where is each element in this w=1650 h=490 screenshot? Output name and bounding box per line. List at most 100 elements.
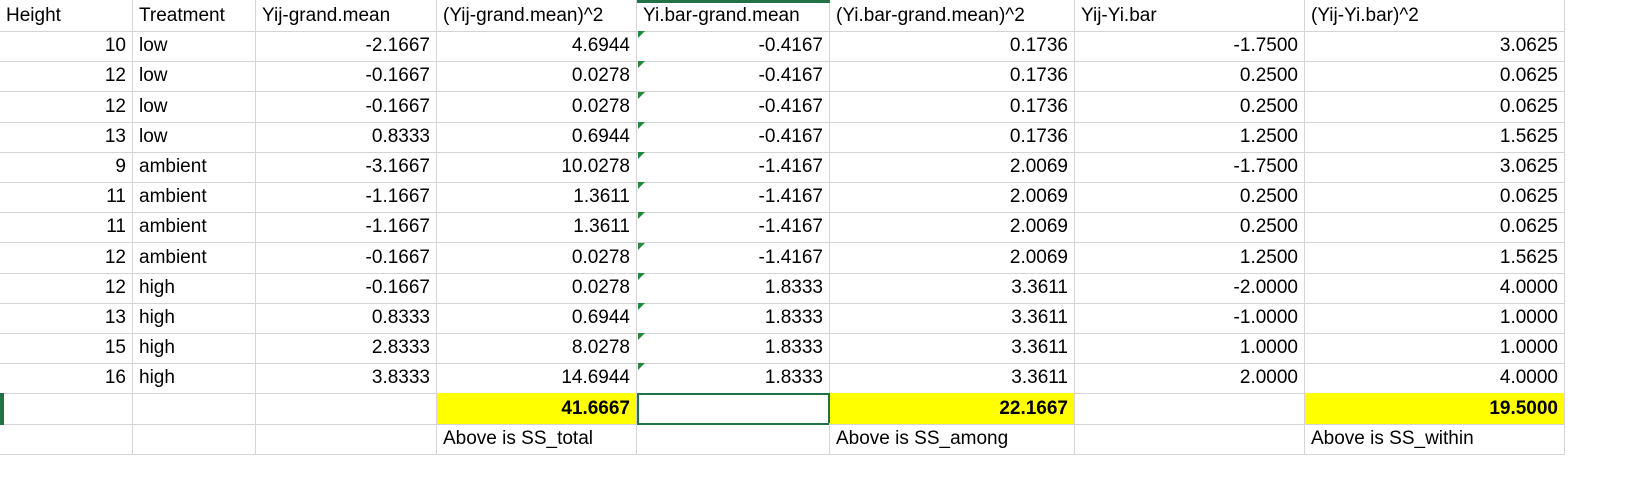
cell-yij-yibar-sq[interactable]: 4.0000 [1305, 362, 1565, 394]
cell-yibar-grand-mean[interactable]: 1.8333 [637, 302, 830, 334]
cell-yij-yibar-sq[interactable]: 0.0625 [1305, 60, 1565, 92]
cell-treatment[interactable]: ambient [133, 181, 256, 213]
cell-yij-yibar-sq[interactable]: 1.5625 [1305, 242, 1565, 274]
cell-treatment[interactable]: high [133, 362, 256, 394]
cell-yij-grand-mean[interactable]: -2.1667 [256, 30, 437, 62]
cell-height[interactable]: 12 [0, 242, 133, 274]
cell-yij-grand-mean-sq[interactable]: 10.0278 [437, 151, 637, 183]
cell-yibar-grand-mean-sq[interactable]: 0.1736 [830, 121, 1075, 153]
cell-yibar-grand-mean-sq[interactable]: 0.1736 [830, 60, 1075, 92]
cell-treatment[interactable]: high [133, 332, 256, 364]
cell-yibar-grand-mean-sq[interactable]: 3.3611 [830, 332, 1075, 364]
cell-yij-grand-mean[interactable]: 0.8333 [256, 302, 437, 334]
cell-yij-grand-mean-sq[interactable]: 0.6944 [437, 302, 637, 334]
cell-yibar-grand-mean-sq[interactable]: 3.3611 [830, 302, 1075, 334]
cell-height[interactable]: 13 [0, 121, 133, 153]
cell-height[interactable]: 12 [0, 60, 133, 92]
cell-yij-grand-mean-sq[interactable]: 14.6944 [437, 362, 637, 394]
cell-yij-grand-mean-sq[interactable]: 0.6944 [437, 121, 637, 153]
cell-yij-grand-mean[interactable]: -1.1667 [256, 181, 437, 213]
total-cell-yibar-grand-mean-sq[interactable]: 22.1667 [830, 393, 1075, 425]
cell-yij-grand-mean[interactable]: 0.8333 [256, 121, 437, 153]
cell-yij-grand-mean[interactable]: 3.8333 [256, 362, 437, 394]
cell-yibar-grand-mean[interactable]: -1.4167 [637, 211, 830, 243]
total-cell-yij-yibar-sq[interactable]: 19.5000 [1305, 393, 1565, 425]
cell-yij-yibar-sq[interactable]: 1.5625 [1305, 121, 1565, 153]
cell-yij-yibar[interactable]: -1.7500 [1075, 30, 1305, 62]
cell-yij-yibar[interactable]: 2.0000 [1075, 362, 1305, 394]
header-cell-yij-grand-mean-sq[interactable]: (Yij-grand.mean)^2 [437, 0, 637, 32]
cell-yibar-grand-mean-sq[interactable]: 3.3611 [830, 362, 1075, 394]
note-cell-treatment[interactable] [133, 423, 256, 455]
cell-treatment[interactable]: low [133, 91, 256, 123]
cell-yij-grand-mean-sq[interactable]: 8.0278 [437, 332, 637, 364]
cell-yij-grand-mean[interactable]: -0.1667 [256, 60, 437, 92]
cell-yij-grand-mean[interactable]: -0.1667 [256, 242, 437, 274]
selected-cell[interactable] [637, 393, 830, 425]
cell-yij-yibar[interactable]: 1.2500 [1075, 121, 1305, 153]
cell-yij-yibar-sq[interactable]: 0.0625 [1305, 181, 1565, 213]
cell-yij-grand-mean[interactable]: 2.8333 [256, 332, 437, 364]
cell-yibar-grand-mean[interactable]: -1.4167 [637, 151, 830, 183]
cell-treatment[interactable]: low [133, 121, 256, 153]
cell-yibar-grand-mean-sq[interactable]: 0.1736 [830, 30, 1075, 62]
cell-yij-yibar-sq[interactable]: 0.0625 [1305, 91, 1565, 123]
cell-yij-grand-mean-sq[interactable]: 4.6944 [437, 30, 637, 62]
cell-yij-yibar[interactable]: -1.7500 [1075, 151, 1305, 183]
cell-yij-yibar-sq[interactable]: 1.0000 [1305, 302, 1565, 334]
header-cell-yij-yibar[interactable]: Yij-Yi.bar [1075, 0, 1305, 32]
cell-treatment[interactable]: high [133, 302, 256, 334]
cell-yij-yibar-sq[interactable]: 4.0000 [1305, 272, 1565, 304]
cell-height[interactable]: 10 [0, 30, 133, 62]
header-cell-yibar-grand-mean-sq[interactable]: (Yi.bar-grand.mean)^2 [830, 0, 1075, 32]
cell-yij-yibar[interactable]: 0.2500 [1075, 91, 1305, 123]
cell-yij-grand-mean[interactable]: -0.1667 [256, 272, 437, 304]
header-cell-yij-grand-mean[interactable]: Yij-grand.mean [256, 0, 437, 32]
cell-treatment[interactable]: low [133, 30, 256, 62]
cell-yij-yibar[interactable]: -1.0000 [1075, 302, 1305, 334]
note-cell-yibar-grand-mean[interactable] [637, 423, 830, 455]
cell-height[interactable]: 12 [0, 272, 133, 304]
cell-yibar-grand-mean[interactable]: 1.8333 [637, 272, 830, 304]
cell-height[interactable]: 16 [0, 362, 133, 394]
total-cell-height[interactable] [0, 393, 133, 425]
note-cell-yij-yibar-sq[interactable]: Above is SS_within [1305, 423, 1565, 455]
cell-height[interactable]: 13 [0, 302, 133, 334]
cell-yij-grand-mean-sq[interactable]: 0.0278 [437, 91, 637, 123]
cell-yij-yibar[interactable]: 0.2500 [1075, 60, 1305, 92]
note-cell-height[interactable] [0, 423, 133, 455]
cell-yibar-grand-mean[interactable]: -1.4167 [637, 242, 830, 274]
cell-treatment[interactable]: low [133, 60, 256, 92]
cell-yij-grand-mean[interactable]: -0.1667 [256, 91, 437, 123]
cell-yij-grand-mean-sq[interactable]: 0.0278 [437, 272, 637, 304]
header-cell-height[interactable]: Height [0, 0, 133, 32]
cell-yij-yibar-sq[interactable]: 3.0625 [1305, 30, 1565, 62]
cell-yibar-grand-mean-sq[interactable]: 2.0069 [830, 211, 1075, 243]
cell-yibar-grand-mean[interactable]: -0.4167 [637, 121, 830, 153]
header-cell-treatment[interactable]: Treatment [133, 0, 256, 32]
cell-height[interactable]: 15 [0, 332, 133, 364]
cell-yij-yibar-sq[interactable]: 3.0625 [1305, 151, 1565, 183]
cell-treatment[interactable]: ambient [133, 211, 256, 243]
cell-yibar-grand-mean-sq[interactable]: 2.0069 [830, 242, 1075, 274]
header-cell-yibar-grand-mean[interactable]: Yi.bar-grand.mean [637, 0, 830, 32]
cell-height[interactable]: 9 [0, 151, 133, 183]
cell-height[interactable]: 11 [0, 181, 133, 213]
cell-yij-yibar[interactable]: -2.0000 [1075, 272, 1305, 304]
note-cell-yibar-grand-mean-sq[interactable]: Above is SS_among [830, 423, 1075, 455]
cell-treatment[interactable]: ambient [133, 242, 256, 274]
header-cell-yij-yibar-sq[interactable]: (Yij-Yi.bar)^2 [1305, 0, 1565, 32]
cell-treatment[interactable]: ambient [133, 151, 256, 183]
cell-yibar-grand-mean[interactable]: 1.8333 [637, 332, 830, 364]
cell-yij-yibar[interactable]: 1.2500 [1075, 242, 1305, 274]
cell-yij-grand-mean[interactable]: -3.1667 [256, 151, 437, 183]
cell-yibar-grand-mean[interactable]: 1.8333 [637, 362, 830, 394]
cell-yij-grand-mean-sq[interactable]: 0.0278 [437, 60, 637, 92]
cell-yibar-grand-mean[interactable]: -1.4167 [637, 181, 830, 213]
cell-yibar-grand-mean-sq[interactable]: 2.0069 [830, 181, 1075, 213]
note-cell-yij-grand-mean-sq[interactable]: Above is SS_total [437, 423, 637, 455]
cell-yibar-grand-mean[interactable]: -0.4167 [637, 91, 830, 123]
note-cell-yij-grand-mean[interactable] [256, 423, 437, 455]
cell-yibar-grand-mean-sq[interactable]: 0.1736 [830, 91, 1075, 123]
cell-yij-yibar-sq[interactable]: 1.0000 [1305, 332, 1565, 364]
